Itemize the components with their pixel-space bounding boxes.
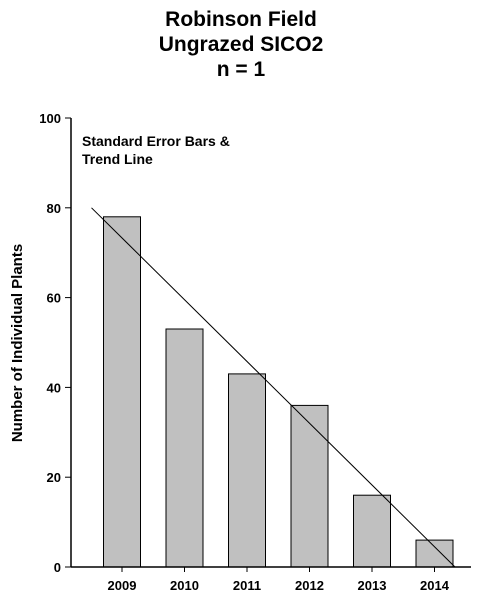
y-tick-label-0: 0 bbox=[54, 560, 61, 575]
x-tick-label-2013: 2013 bbox=[358, 578, 387, 593]
y-tick-label-60: 60 bbox=[47, 291, 61, 306]
chart-title-line-2: Ungrazed SICO2 bbox=[158, 33, 324, 56]
bar-2013 bbox=[353, 494, 391, 568]
y-tick-label-80: 80 bbox=[47, 201, 61, 216]
x-tick-label-2009: 2009 bbox=[108, 578, 137, 593]
y-tick-label-40: 40 bbox=[47, 380, 61, 395]
x-tick-label-2014: 2014 bbox=[420, 578, 450, 593]
y-tick-label-100: 100 bbox=[39, 111, 61, 126]
bar-2012 bbox=[290, 404, 329, 568]
bar-2014 bbox=[415, 539, 454, 568]
x-tick-label-2010: 2010 bbox=[170, 578, 199, 593]
annotation-line-1: Standard Error Bars & bbox=[82, 133, 230, 149]
bar-2011 bbox=[228, 373, 266, 568]
trend-line bbox=[91, 207, 456, 568]
bar-2009 bbox=[103, 216, 141, 568]
bars-layer bbox=[103, 216, 454, 568]
axes-layer: 0 20 40 60 80 100 2009 2010 2011 2012 2013 2014 bbox=[39, 111, 471, 593]
x-tick-label-2012: 2012 bbox=[295, 578, 324, 593]
chart-title-line-1: Robinson Field bbox=[165, 8, 317, 31]
chart-title-line-3: n = 1 bbox=[216, 58, 266, 81]
bar-2010 bbox=[165, 328, 204, 568]
x-tick-label-2011: 2011 bbox=[233, 578, 261, 593]
y-axis-label: Number of Individual Plants bbox=[9, 244, 26, 442]
y-tick-label-20: 20 bbox=[47, 470, 61, 485]
annotation-line-2: Trend Line bbox=[82, 151, 153, 167]
